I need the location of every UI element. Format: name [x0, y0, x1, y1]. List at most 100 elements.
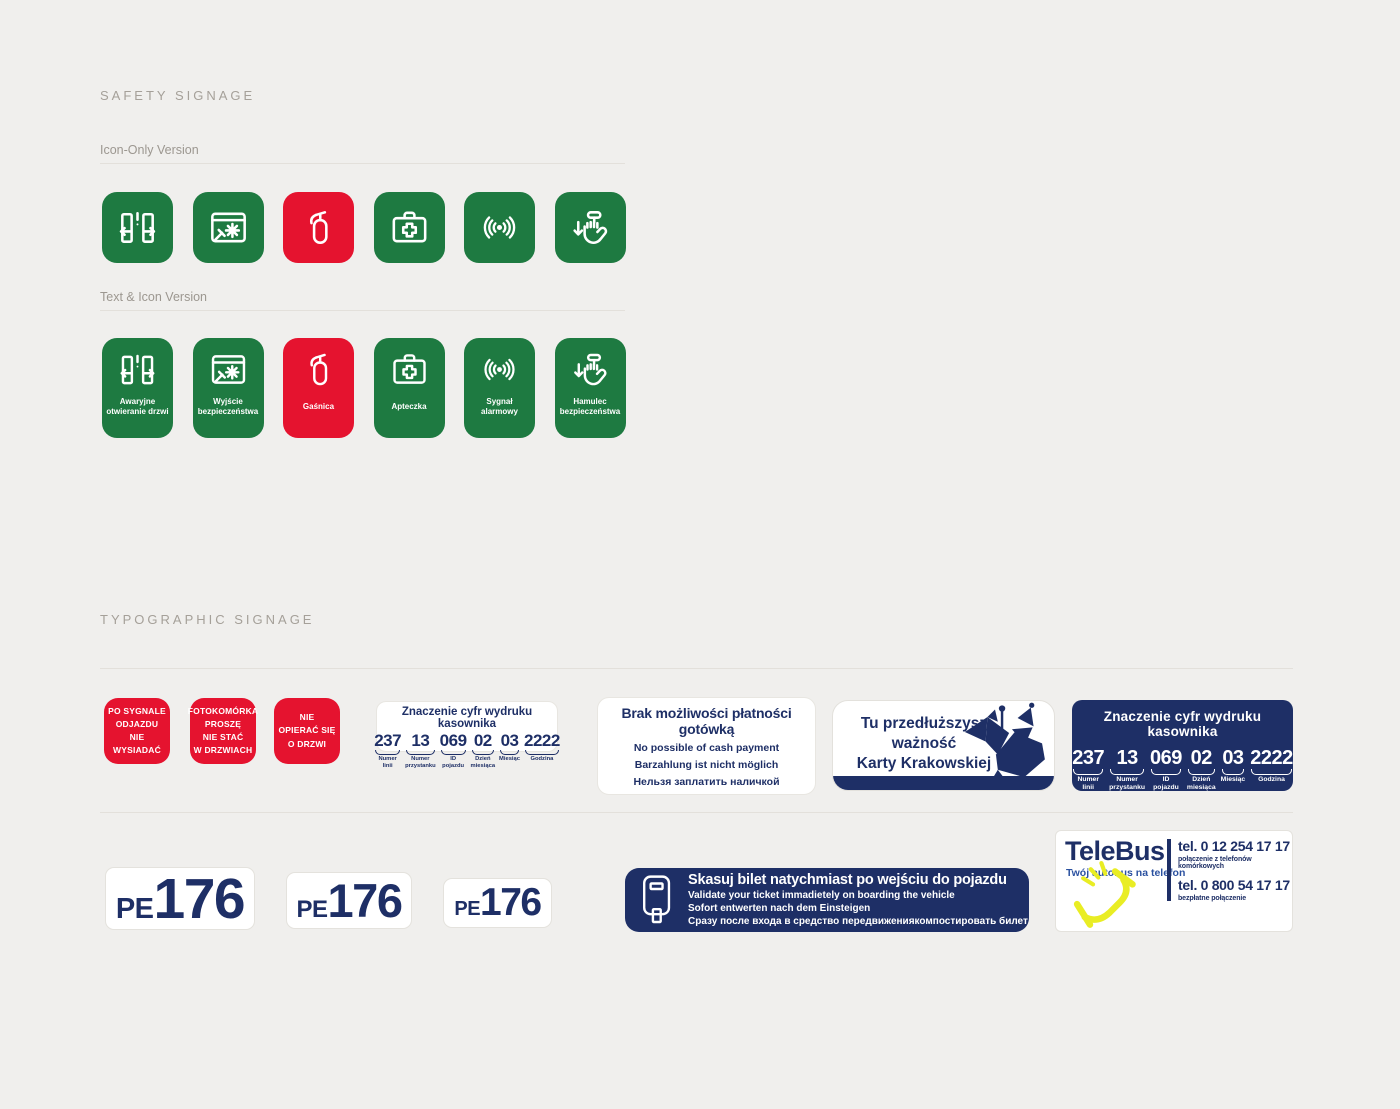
- digit-group: 237 Numer linii: [374, 732, 401, 770]
- digits: 13: [411, 731, 430, 750]
- lajkonik-icon: [957, 701, 1049, 781]
- validator-digits-legend-dark: Znaczenie cyfr wydruku kasownika 237 Num…: [1072, 700, 1293, 791]
- validate-line-de: Sofort entwerten nach dem Einsteigen: [688, 903, 871, 915]
- digit-group-label: Godzina: [530, 756, 554, 762]
- no-leaning-door-badge: NIE OPIERAĆ SIĘ O DRZWI: [274, 698, 340, 764]
- digit-group-label: Dzień miesiąca: [470, 756, 496, 769]
- divider: [100, 163, 625, 164]
- emergency-door-opening-sign: Awaryjne otwieranie drzwi: [102, 338, 173, 438]
- digit-group-label: Numer linii: [378, 756, 397, 769]
- no-cash-line-ru: Нельзя заплатить наличкой: [633, 775, 780, 788]
- digit-groups: 237 Numer linii 13 Numer przystanku 069 …: [374, 731, 560, 770]
- photocell-door-badge: FOTOKOMÓRKA PROSZĘ NIE STAĆ W DRZWIACH: [187, 698, 259, 764]
- digit-group: 237 Numer linii: [1072, 748, 1104, 793]
- digit-group: 03 Miesiąc: [1221, 748, 1246, 784]
- sign-label: Wyjście bezpieczeństwa: [197, 396, 259, 416]
- telebus-phone-2: tel. 0 800 54 17 17: [1178, 877, 1290, 894]
- vehicle-number: 176: [327, 874, 403, 927]
- typographic-section-title: TYPOGRAPHIC SIGNAGE: [100, 612, 315, 627]
- underbrace: [500, 750, 519, 755]
- digit-group: 2222 Godzina: [524, 732, 560, 763]
- badge-text: PO SYGNALE ODJAZDU NIE WYSIADAĆ: [108, 705, 166, 756]
- digits: 237: [374, 731, 402, 750]
- badge-text: FOTOKOMÓRKA PROSZĘ NIE STAĆ W DRZWIACH: [187, 705, 259, 756]
- text-icon-row: Awaryjne otwieranie drzwi Wyjście bezpie…: [102, 338, 626, 438]
- emergency-exit-window-icon: [206, 347, 251, 392]
- validate-line-en: Validate your ticket immadietely on boar…: [688, 890, 955, 902]
- emergency-door-opening-icon: [115, 347, 160, 392]
- telebus-phone-1-note: połączenie z telefonów komórkowych: [1178, 856, 1252, 871]
- divider: [100, 812, 1293, 813]
- sign-label: Gaśnica: [302, 401, 335, 411]
- karta-krakowska-badge: Tu przedłuższysz ważność Karty Krakowski…: [832, 700, 1055, 791]
- digits: 02: [1190, 747, 1213, 769]
- icon-only-version-label: Icon-Only Version: [100, 143, 199, 157]
- emergency-brake-icon: [554, 192, 626, 263]
- first-aid-kit-sign: Apteczka: [373, 338, 445, 438]
- validate-ticket-text: Skasuj bilet natychmiast po wejściu do p…: [688, 872, 1028, 928]
- underbrace: [440, 750, 466, 755]
- digit-group-label: Numer przystanku: [405, 756, 436, 769]
- underbrace: [375, 750, 401, 755]
- digit-group-label: Godzina: [1258, 776, 1285, 783]
- sign-label: Awaryjne otwieranie drzwi: [106, 396, 169, 416]
- underbrace: [471, 750, 495, 755]
- digits: 2222: [524, 731, 560, 750]
- emergency-door-opening-icon: [102, 192, 173, 263]
- safety-section-title: SAFETY SIGNAGE: [100, 88, 256, 103]
- vehicle-prefix: PE: [115, 892, 154, 925]
- digit-group-label: ID pojazdu: [1153, 776, 1179, 792]
- telebus-card: TeleBus Twój autobus na telefon tel. 0 1…: [1055, 830, 1293, 932]
- emergency-brake-icon: [568, 347, 613, 392]
- vehicle-number-plate-medium: PE176: [286, 872, 412, 929]
- sign-label: Hamulec bezpieczeństwa: [559, 396, 621, 416]
- no-cash-line-de: Barzahlung ist nicht möglich: [634, 758, 779, 771]
- digit-groups: 237 Numer linii 13 Numer przystanku 069 …: [1072, 747, 1293, 793]
- no-cash-line-pl: Brak możliwości płatności gotówką: [621, 704, 792, 737]
- vehicle-number: 176: [153, 866, 246, 931]
- digit-group: 069 ID pojazdu: [440, 732, 467, 770]
- digit-group-label: Numer linii: [1077, 776, 1099, 792]
- digits: 237: [1072, 747, 1105, 769]
- validator-digits-legend-light: Znaczenie cyfr wydruku kasownika 237 Num…: [374, 701, 560, 769]
- alarm-signal-sign: Sygnał alarmowy: [464, 338, 535, 438]
- fire-extinguisher-icon: [283, 192, 354, 263]
- underbrace: [1221, 769, 1245, 775]
- sign-label: Apteczka: [391, 401, 427, 411]
- digit-group: 03 Miesiąc: [499, 732, 520, 763]
- vehicle-number-plate-small: PE176: [443, 878, 552, 928]
- icon-only-row: [102, 192, 626, 263]
- telebus-logo: TeleBus: [1065, 836, 1165, 866]
- digit-group: 069 ID pojazdu: [1150, 748, 1182, 793]
- no-exit-after-signal-badge: PO SYGNALE ODJAZDU NIE WYSIADAĆ: [104, 698, 170, 764]
- digits: 2222: [1250, 747, 1293, 769]
- digit-group-label: Dzień miesiąca: [1186, 776, 1216, 792]
- emergency-exit-window-icon: [192, 192, 264, 263]
- first-aid-kit-icon: [387, 347, 432, 392]
- digits: 02: [473, 731, 492, 750]
- no-cash-payment-badge: Brak możliwości płatności gotówką No pos…: [597, 697, 816, 795]
- underbrace: [1110, 769, 1145, 775]
- validate-ticket-banner: Skasuj bilet natychmiast po wejściu do p…: [625, 868, 1029, 932]
- vehicle-prefix: PE: [296, 896, 329, 923]
- emergency-brake-sign: Hamulec bezpieczeństwa: [554, 338, 626, 438]
- vertical-divider: [1167, 839, 1171, 901]
- legend-title: Znaczenie cyfr wydruku kasownika: [401, 706, 533, 730]
- legend-title: Znaczenie cyfr wydruku kasownika: [1103, 709, 1262, 739]
- validate-line-ru: Сразу после входа в средство передвижени…: [688, 916, 1028, 928]
- underbrace: [1151, 769, 1181, 775]
- vehicle-prefix: PE: [454, 898, 481, 920]
- vehicle-number-plate-large: PE176: [105, 866, 255, 931]
- vehicle-number: 176: [480, 881, 542, 924]
- emergency-exit-window-sign: Wyjście bezpieczeństwa: [192, 338, 264, 438]
- divider: [100, 310, 625, 311]
- digit-group: 13 Numer przystanku: [405, 732, 436, 770]
- digits: 069: [439, 731, 467, 750]
- digit-group-label: ID pojazdu: [442, 756, 465, 769]
- first-aid-kit-icon: [373, 192, 445, 263]
- karta-badge-text: Tu przedłuższysz ważność Karty Krakowski…: [856, 715, 992, 773]
- underbrace: [1187, 769, 1215, 775]
- sign-label: Sygnał alarmowy: [481, 396, 518, 416]
- alarm-signal-icon: [477, 347, 522, 392]
